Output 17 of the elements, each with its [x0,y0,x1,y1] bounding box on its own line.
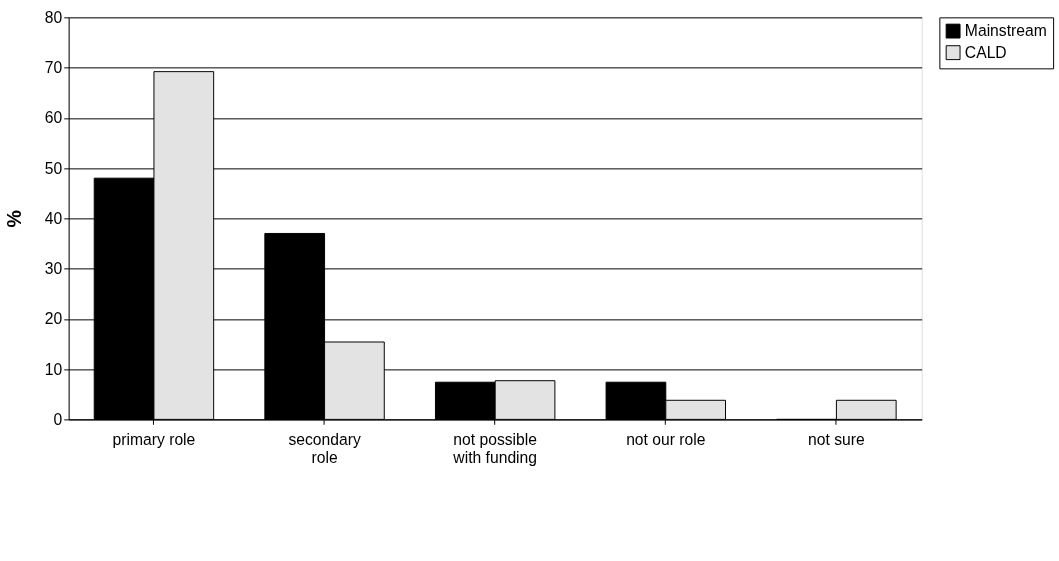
y-tick-label: 50 [44,159,63,177]
y-tick-label: 10 [44,360,63,378]
legend-label: Mainstream [964,22,1047,39]
x-tick-label: not sure [808,431,865,449]
legend-label: CALD [964,43,1007,61]
y-tick-label: 70 [44,59,63,77]
y-tick-label: 60 [44,109,63,127]
x-tick-label: secondary role [288,431,361,467]
x-tick-label: primary role [112,431,196,449]
y-axis-title: % [3,210,26,228]
y-tick-label: 20 [44,310,63,328]
y-tick-label: 80 [44,8,63,26]
y-tick-label: 30 [44,260,63,278]
y-tick-label: 40 [44,209,63,227]
y-tick-label: 0 [53,410,63,428]
x-tick-label: not our role [626,431,706,449]
x-tick-label: not possible with funding [452,431,538,467]
